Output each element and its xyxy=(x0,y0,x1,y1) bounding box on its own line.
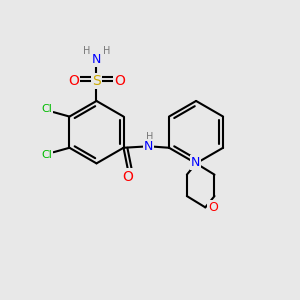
Text: S: S xyxy=(92,74,101,88)
Text: H: H xyxy=(103,46,110,56)
Text: O: O xyxy=(114,74,125,88)
Text: O: O xyxy=(122,169,133,184)
Text: Cl: Cl xyxy=(41,104,52,114)
Text: O: O xyxy=(68,74,79,88)
Text: N: N xyxy=(92,53,101,66)
Text: N: N xyxy=(191,156,200,169)
Text: H: H xyxy=(146,132,153,142)
Text: Cl: Cl xyxy=(41,150,52,160)
Text: N: N xyxy=(144,140,154,153)
Text: O: O xyxy=(208,201,218,214)
Text: H: H xyxy=(83,46,90,56)
